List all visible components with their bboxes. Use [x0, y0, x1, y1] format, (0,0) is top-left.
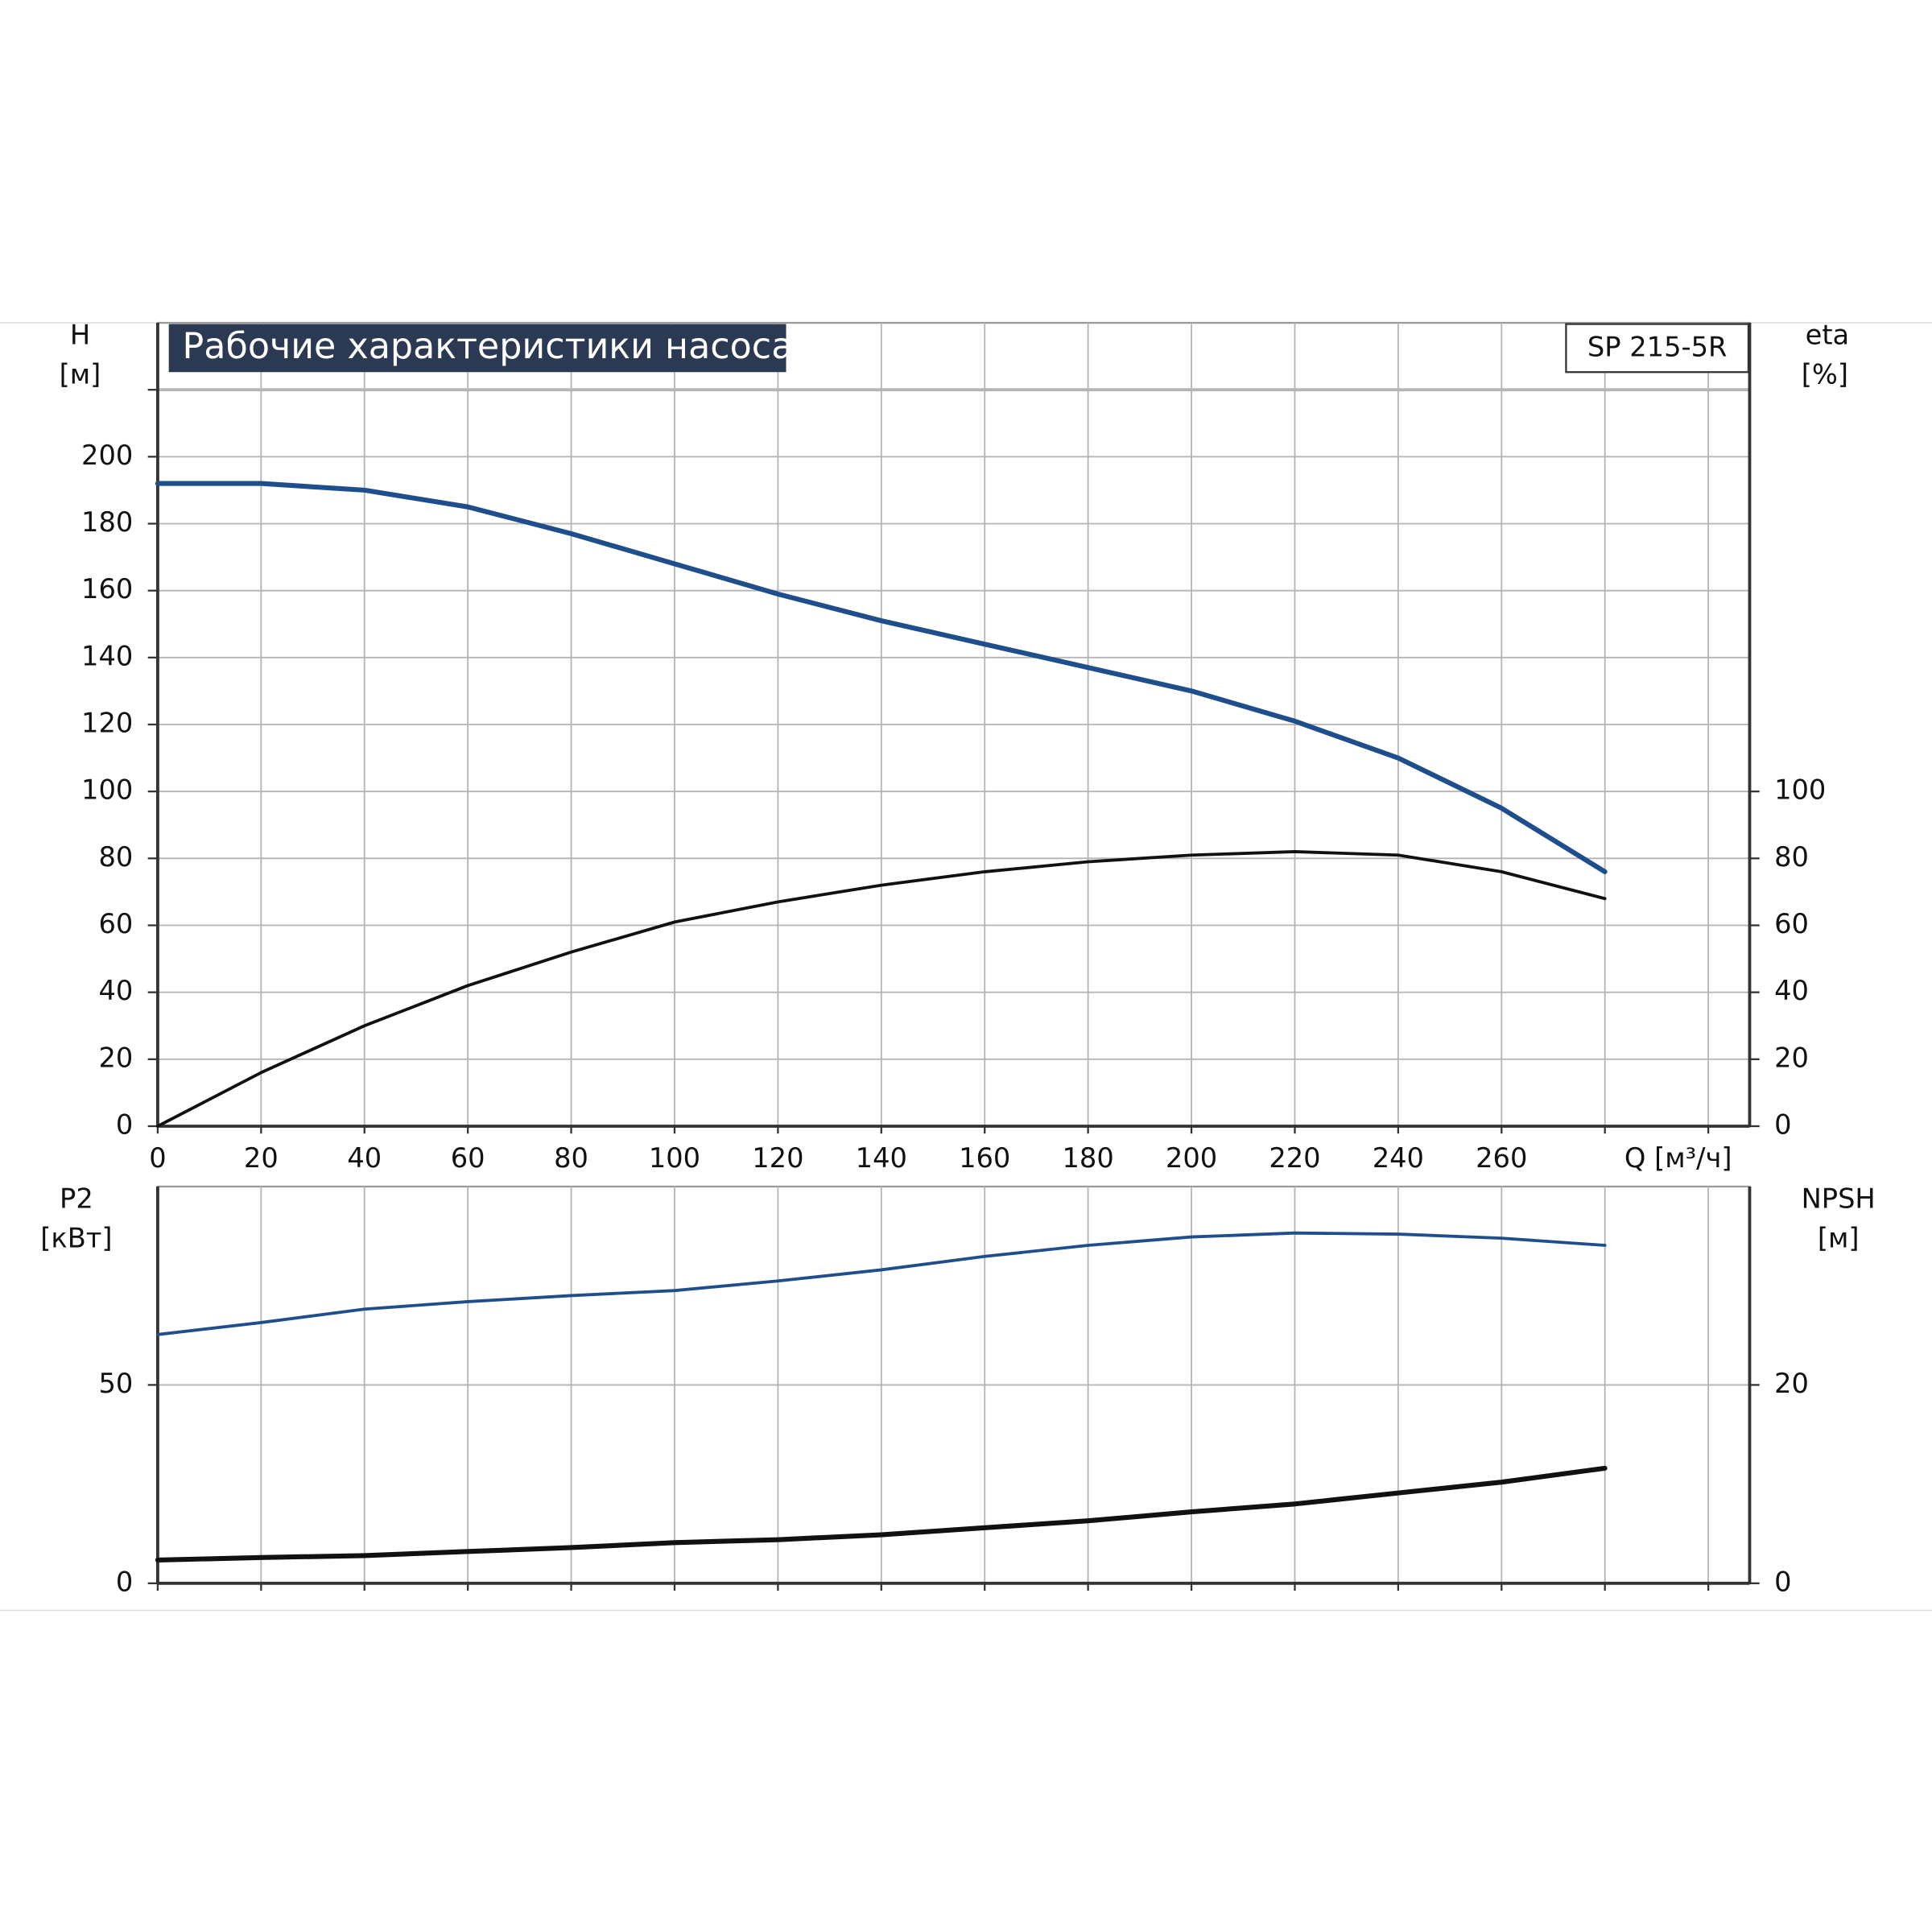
y-tick-label: 120	[81, 708, 133, 739]
y2-tick-label: 80	[1774, 841, 1809, 873]
x-axis-label: Q [м³/ч]	[1624, 1142, 1732, 1174]
y-tick-label: 50	[98, 1368, 133, 1399]
y-tick-label: 0	[116, 1566, 133, 1597]
y-tick-label: 200	[81, 440, 133, 471]
y-axis-label: H	[70, 319, 90, 350]
model-label: SP 215-5R	[1587, 332, 1728, 363]
y-axis-unit: [кВт]	[40, 1222, 112, 1253]
x-tick-label: 80	[554, 1142, 588, 1174]
y2-tick-label: 0	[1774, 1566, 1791, 1597]
y-tick-label: 100	[81, 774, 133, 806]
y-axis-label: P2	[60, 1183, 93, 1214]
y2-tick-label: 60	[1774, 908, 1809, 939]
x-tick-label: 220	[1269, 1142, 1320, 1174]
curve	[155, 481, 1608, 874]
y-tick-label: 0	[116, 1108, 133, 1140]
y2-tick-label: 40	[1774, 975, 1809, 1006]
x-tick-label: 140	[856, 1142, 907, 1174]
chart-title: Рабочие характеристики насоса	[183, 326, 794, 367]
curve	[156, 850, 1607, 1128]
y2-tick-label: 0	[1774, 1108, 1791, 1140]
x-tick-label: 160	[959, 1142, 1010, 1174]
y-tick-label: 160	[81, 573, 133, 605]
x-tick-label: 40	[347, 1142, 382, 1174]
curve	[156, 1231, 1607, 1336]
y2-tick-label: 100	[1774, 774, 1826, 806]
title-box	[168, 324, 786, 373]
y2-tick-label: 20	[1774, 1042, 1809, 1073]
y-tick-label: 80	[98, 841, 133, 873]
x-tick-label: 120	[752, 1142, 803, 1174]
x-tick-label: 20	[244, 1142, 279, 1174]
x-tick-label: 240	[1373, 1142, 1424, 1174]
model-box	[1565, 323, 1750, 374]
y2-axis-label: eta	[1806, 319, 1850, 350]
y2-tick-label: 20	[1774, 1368, 1809, 1399]
y-tick-label: 60	[98, 908, 133, 939]
y-tick-label: 40	[98, 975, 133, 1006]
x-tick-label: 260	[1476, 1142, 1527, 1174]
y-tick-label: 140	[81, 640, 133, 671]
y-tick-label: 20	[98, 1042, 133, 1073]
x-tick-label: 180	[1063, 1142, 1114, 1174]
y2-axis-unit: [%]	[1802, 358, 1848, 390]
x-tick-label: 100	[649, 1142, 700, 1174]
x-tick-label: 0	[149, 1142, 166, 1174]
curve	[155, 1465, 1608, 1563]
y-axis-unit: [м]	[60, 358, 101, 390]
y2-axis-unit: [м]	[1818, 1222, 1860, 1253]
y2-axis-label: NPSH	[1802, 1183, 1876, 1214]
x-tick-label: 60	[451, 1142, 485, 1174]
y-tick-label: 180	[81, 506, 133, 538]
x-tick-label: 200	[1166, 1142, 1217, 1174]
